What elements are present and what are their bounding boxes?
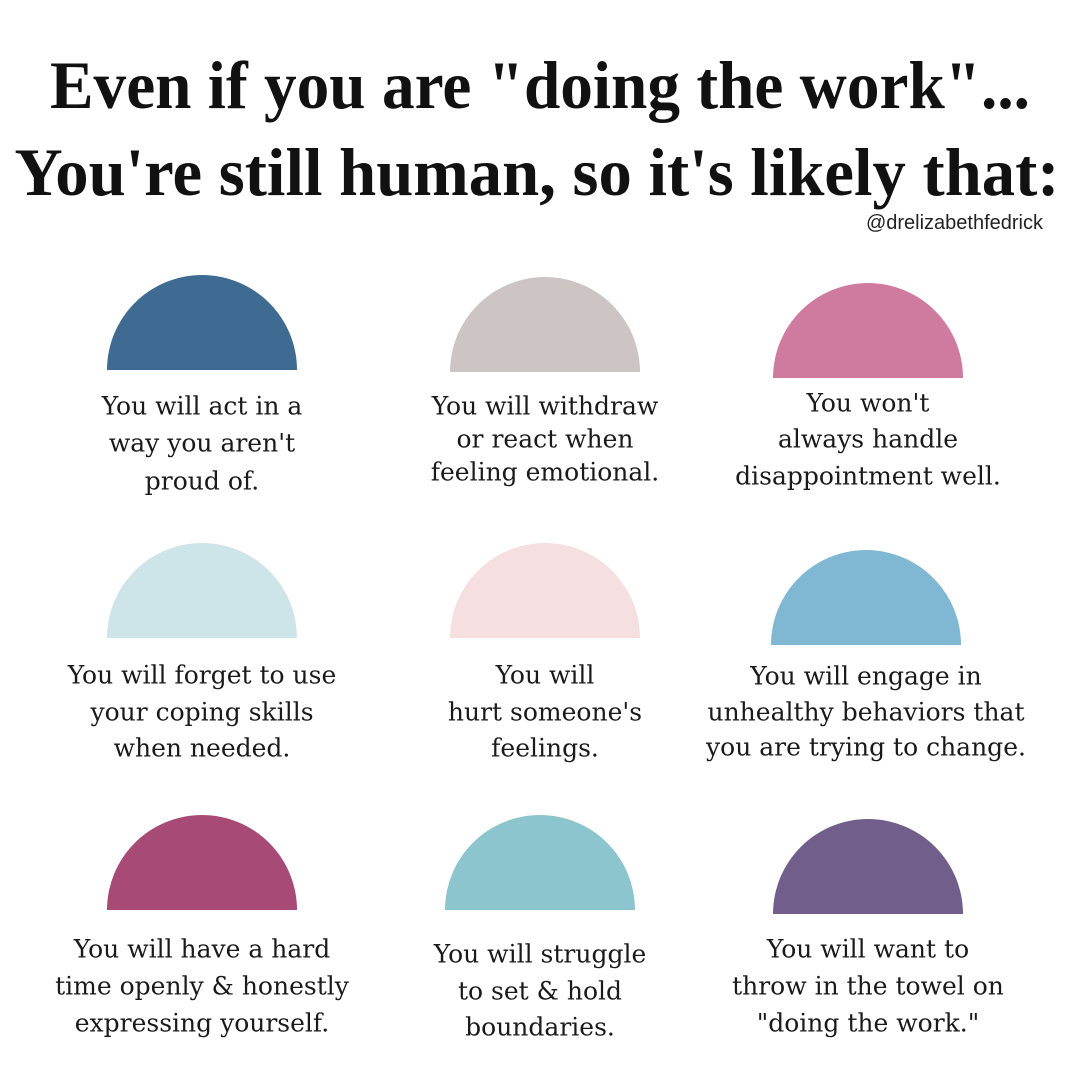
item-text: You will forget to use [67, 661, 337, 690]
semicircle [107, 543, 297, 638]
item-text: or react when [457, 425, 634, 454]
item-text: disappointment well. [735, 462, 1001, 491]
item-text: proud of. [145, 467, 259, 496]
item-text: you are trying to change. [705, 733, 1026, 762]
item-text: always handle [778, 425, 958, 454]
semicircle [107, 275, 297, 370]
item-text: You will withdraw [431, 392, 659, 421]
item-text: time openly & honestly [55, 972, 350, 1001]
title-line: Even if you are "doing the work"... [50, 47, 1030, 123]
item-text: You will act in a [101, 392, 303, 421]
item-text: You won't [806, 389, 930, 418]
item-text: expressing yourself. [75, 1009, 330, 1038]
item-text: throw in the towel on [732, 972, 1004, 1001]
item-text: You will engage in [749, 662, 981, 691]
item-text: when needed. [114, 734, 291, 763]
item-text: feeling emotional. [431, 458, 659, 487]
item-text: boundaries. [465, 1013, 615, 1042]
item-text: feelings. [491, 734, 599, 763]
semicircle [773, 283, 963, 378]
item-text: to set & hold [458, 977, 622, 1006]
title-line: You're still human, so it's likely that: [15, 134, 1060, 210]
item-text: You will want to [766, 935, 969, 964]
item-text: You will struggle [433, 940, 647, 969]
item-text: hurt someone's [448, 698, 642, 727]
item-text: "doing the work." [757, 1009, 980, 1038]
item-text: You will [495, 661, 595, 690]
item-text: way you aren't [109, 429, 295, 458]
semicircle [445, 815, 635, 910]
semicircle [773, 819, 963, 914]
handle: @drelizabethfedrick [866, 212, 1044, 234]
item-text: You will have a hard [73, 935, 330, 964]
semicircle [450, 277, 640, 372]
semicircle [771, 550, 961, 645]
item-text: unhealthy behaviors that [707, 698, 1024, 727]
semicircle [107, 815, 297, 910]
semicircle [450, 543, 640, 638]
item-text: your coping skills [89, 698, 313, 727]
